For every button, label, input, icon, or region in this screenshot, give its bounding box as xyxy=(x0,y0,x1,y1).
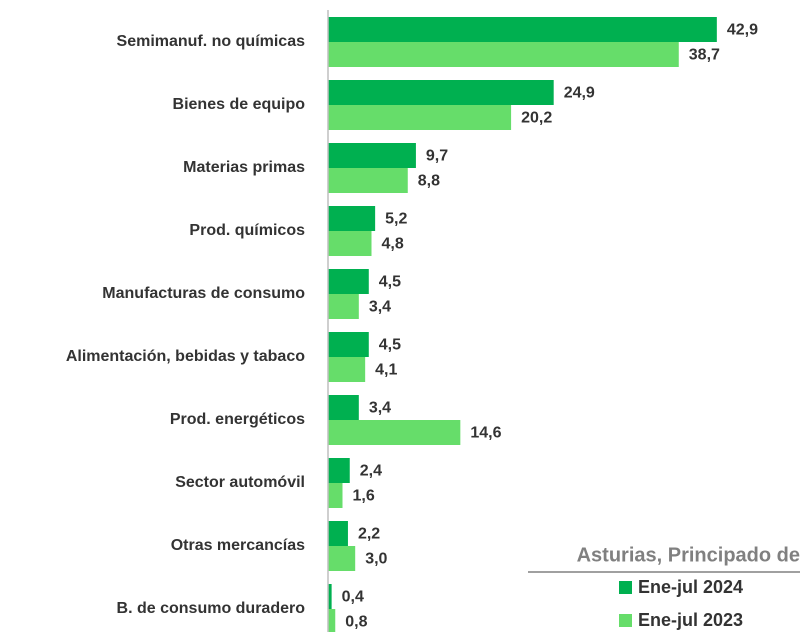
legend-title: Asturias, Principado de xyxy=(577,544,800,566)
bar xyxy=(328,42,679,67)
category-label: Prod. químicos xyxy=(189,222,305,239)
value-label: 0,8 xyxy=(345,614,367,631)
legend-label: Ene-jul 2023 xyxy=(638,610,743,630)
value-label: 3,0 xyxy=(365,551,387,568)
value-label: 5,2 xyxy=(385,211,407,228)
bar xyxy=(328,269,369,294)
bar xyxy=(328,143,416,168)
legend-swatch xyxy=(619,614,632,627)
bar xyxy=(328,420,461,445)
category-label: Manufacturas de consumo xyxy=(102,285,305,302)
value-label: 14,6 xyxy=(470,425,501,442)
category-label: Otras mercancías xyxy=(171,537,305,554)
value-label: 0,4 xyxy=(342,589,364,606)
bar xyxy=(328,395,359,420)
category-label: Materias primas xyxy=(183,159,305,176)
bar xyxy=(328,458,350,483)
bar xyxy=(328,231,372,256)
value-label: 8,8 xyxy=(418,173,440,190)
bar xyxy=(328,80,554,105)
category-label: Sector automóvil xyxy=(175,474,305,491)
value-label: 24,9 xyxy=(564,85,595,102)
bar xyxy=(328,483,343,508)
value-label: 1,6 xyxy=(353,488,375,505)
category-label: B. de consumo duradero xyxy=(117,600,306,617)
value-label: 4,8 xyxy=(382,236,404,253)
category-label: Semimanuf. no químicas xyxy=(117,33,306,50)
bar xyxy=(328,105,512,130)
bar xyxy=(328,584,332,609)
category-label: Alimentación, bebidas y tabaco xyxy=(66,348,305,365)
bar xyxy=(328,521,348,546)
bar xyxy=(328,332,369,357)
bar xyxy=(328,168,408,193)
value-label: 42,9 xyxy=(727,22,758,39)
value-label: 38,7 xyxy=(689,47,720,64)
category-label: Bienes de equipo xyxy=(173,96,306,113)
value-label: 4,5 xyxy=(379,274,401,291)
value-label: 4,1 xyxy=(375,362,397,379)
value-label: 3,4 xyxy=(369,400,391,417)
legend-label: Ene-jul 2024 xyxy=(638,577,743,597)
bar xyxy=(328,206,376,231)
value-label: 4,5 xyxy=(379,337,401,354)
category-label: Prod. energéticos xyxy=(170,411,305,428)
bar xyxy=(328,546,356,571)
bar xyxy=(328,294,359,319)
bar xyxy=(328,17,717,42)
bar xyxy=(328,609,336,632)
value-label: 3,4 xyxy=(369,299,391,316)
value-label: 2,2 xyxy=(358,526,380,543)
bar xyxy=(328,357,366,382)
legend-swatch xyxy=(619,581,632,594)
value-label: 9,7 xyxy=(426,148,448,165)
value-label: 20,2 xyxy=(521,110,552,127)
value-label: 2,4 xyxy=(360,463,382,480)
